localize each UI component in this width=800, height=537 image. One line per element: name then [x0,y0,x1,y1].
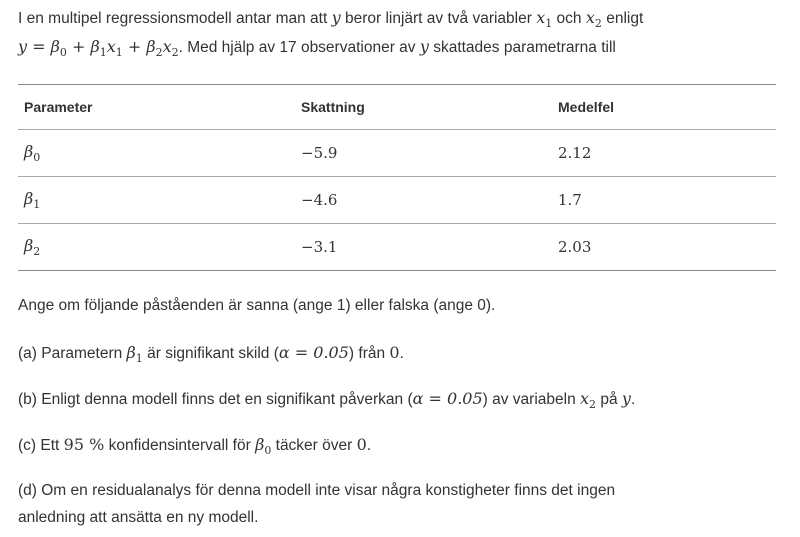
estimate-cell: −4.6 [295,176,552,224]
model-equation: y = β0 + β1x1 + β2x2 [18,37,179,60]
param-cell: β1 [18,176,295,224]
question-d-line-1: (d) Om en residualanalys för denna model… [18,482,616,499]
estimate-cell: −5.9 [295,129,552,177]
param-cell: β0 [18,129,295,177]
parameter-table: Parameter Skattning Medelfel β0 −5.9 2.12 … [18,84,776,271]
instruction: Ange om följande påståenden är sanna (an… [18,297,496,314]
question-b: (b) Enligt denna modell finns det en sig… [18,389,636,412]
table-header: Parameter Skattning Medelfel [18,84,776,130]
math-y: y [331,8,341,27]
math-y: y [419,37,429,56]
table-row: β0 −5.9 2.12 [18,129,776,177]
text: beror linjärt av två variabler [340,10,537,27]
se-cell: 1.7 [552,176,776,224]
intro-line-2: y = β0 + β1x1 + β2x2. Med hjälp av 17 ob… [18,37,616,59]
se-cell: 2.12 [552,129,776,177]
text: enligt [601,10,644,27]
intro-line-1: I en multipel regressionsmodell antar ma… [18,8,643,30]
header-std-error: Medelfel [552,84,776,130]
question-d-line-2: anledning att ansätta en ny modell. [18,509,259,526]
table-row: β2 −3.1 2.03 [18,223,776,271]
estimate-cell: −3.1 [295,223,552,271]
text: skattades parametrarna till [428,39,616,56]
text: I en multipel regressionsmodell antar ma… [18,10,332,27]
question-a: (a) Parametern β1 är signifikant skild (… [18,343,404,366]
header-parameter: Parameter [18,84,295,130]
question-c: (c) Ett 95 % konfidensintervall för β0 t… [18,435,372,458]
math-x1: x1 [536,8,553,31]
param-cell: β2 [18,223,295,271]
header-estimate: Skattning [295,84,552,130]
text: och [552,10,586,27]
math-x2: x2 [585,8,602,31]
table-row: β1 −4.6 1.7 [18,176,776,224]
se-cell: 2.03 [552,223,776,271]
text: . Med hjälp av 17 observationer av [178,39,420,56]
